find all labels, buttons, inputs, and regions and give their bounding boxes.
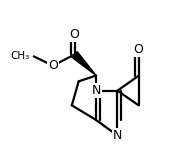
Polygon shape: [72, 52, 96, 76]
Text: O: O: [70, 28, 79, 41]
Text: O: O: [48, 59, 58, 72]
Text: N: N: [91, 84, 101, 97]
Text: CH₃: CH₃: [11, 51, 30, 61]
Text: O: O: [134, 43, 143, 56]
Text: N: N: [113, 129, 122, 142]
